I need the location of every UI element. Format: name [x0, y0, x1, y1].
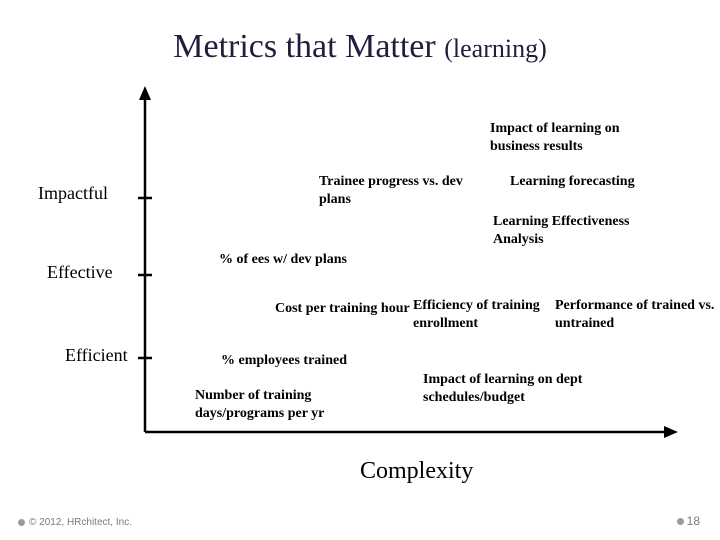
metric-ees-dev-plans: % of ees w/ dev plans — [219, 251, 347, 269]
page-num-text: 18 — [687, 514, 700, 528]
bullet-icon — [18, 519, 25, 526]
metric-days-programs: Number of training days/programs per yr — [195, 387, 355, 422]
metric-impact-business: Impact of learning on business results — [490, 120, 650, 155]
metric-trained-vs-untrained: Performance of trained vs. untrained — [555, 297, 715, 332]
metric-forecasting: Learning forecasting — [510, 173, 635, 191]
page-number: 18 — [677, 514, 700, 528]
footer-text: © 2012, HRchitect, Inc. — [29, 517, 132, 528]
metric-impact-dept: Impact of learning on dept schedules/bud… — [423, 371, 643, 406]
metric-effectiveness-analysis: Learning Effectiveness Analysis — [493, 213, 653, 248]
footer-copyright: © 2012, HRchitect, Inc. — [18, 517, 132, 528]
metric-cost-per-hour: Cost per training hour — [275, 300, 410, 318]
bullet-icon — [677, 518, 684, 525]
y-label-efficient: Efficient — [65, 345, 128, 366]
y-label-impactful: Impactful — [38, 183, 108, 204]
metric-pct-trained: % employees trained — [221, 352, 347, 370]
y-label-effective: Effective — [47, 262, 113, 283]
metric-trainee-progress: Trainee progress vs. dev plans — [319, 173, 479, 208]
metric-efficiency-enrollment: Efficiency of training enrollment — [413, 297, 573, 332]
x-label-complexity: Complexity — [360, 458, 473, 485]
